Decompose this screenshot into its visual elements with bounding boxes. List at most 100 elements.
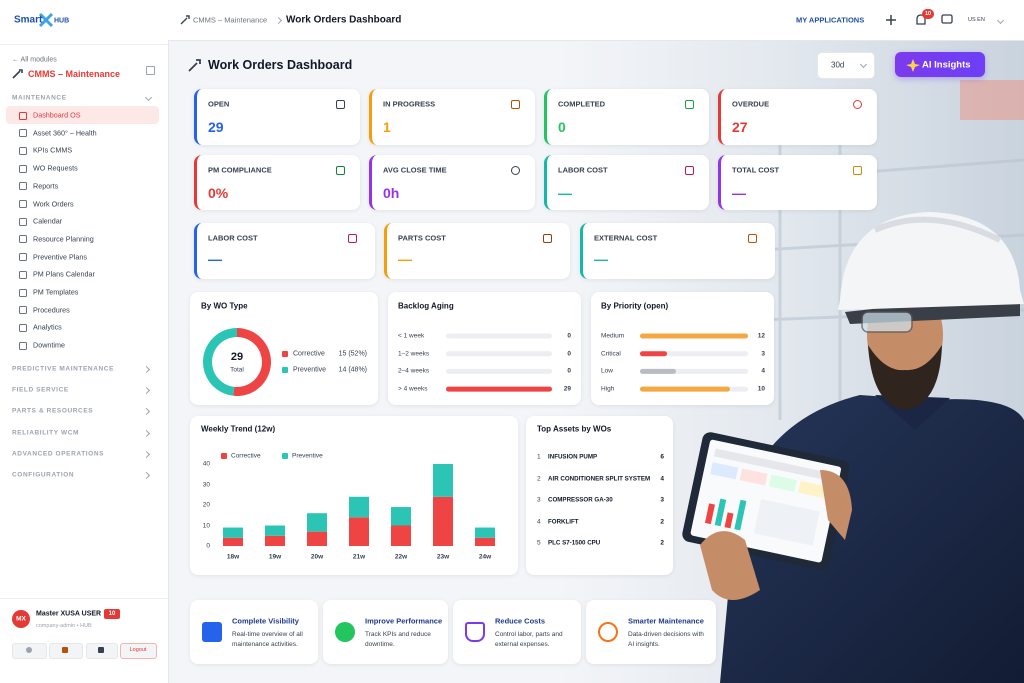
cost-value: — [208, 251, 222, 267]
nav-item[interactable]: Analytics [33, 322, 62, 332]
notification-dot [922, 9, 934, 19]
ai-button-label[interactable]: AI Insights [922, 59, 971, 71]
x-tick-label: 18w [226, 553, 240, 561]
nav-item[interactable]: WO Requests [33, 163, 78, 173]
bar-value: 29 [563, 385, 571, 393]
nav-group[interactable]: ADVANCED OPERATIONS [12, 450, 105, 458]
breadcrumb-page: Work Orders Dashboard [286, 14, 402, 26]
topbar [168, 0, 1024, 41]
bar-label: 2–4 weeks [398, 367, 430, 375]
panel-title: Top Assets by WOs [537, 424, 612, 434]
nav-item[interactable]: Calendar [33, 216, 63, 226]
nav-icon [19, 288, 27, 297]
feature-title: Improve Performance [365, 616, 443, 626]
kpi-icon [685, 166, 694, 175]
nav-icon [19, 323, 27, 332]
logo-suffix: HUB [54, 17, 70, 25]
feature-title: Complete Visibility [232, 616, 299, 626]
nav-icon [19, 129, 27, 138]
bar-label: > 4 weeks [398, 385, 428, 393]
feature-text: Data-driven decisions with AI insights. [628, 631, 704, 648]
y-tick-label: 40 [202, 460, 210, 468]
kpi-icon [748, 234, 757, 243]
bar-label: Critical [601, 350, 621, 358]
asset-name: PLC S7-1500 CPU [548, 539, 601, 547]
kpi-card [369, 155, 535, 210]
kpi-card [718, 89, 877, 145]
range-value[interactable]: 30d [831, 60, 845, 70]
nav-item[interactable]: PM Templates [33, 287, 79, 297]
nav-item[interactable]: Reports [33, 181, 59, 191]
bar-label: Low [601, 367, 613, 375]
nav-item[interactable]: Resource Planning [33, 234, 94, 244]
asset-count: 2 [660, 518, 664, 525]
kpi-icon [685, 100, 694, 109]
bar-panel [591, 292, 774, 405]
kpi-icon [336, 166, 345, 175]
kpi-card [194, 155, 360, 210]
kpi-value: 27 [732, 119, 748, 135]
kpi-icon [853, 166, 862, 175]
nav-icon [19, 270, 27, 279]
bar-value: 0 [567, 350, 571, 358]
asset-count: 4 [660, 475, 664, 482]
user-button[interactable] [120, 643, 157, 659]
logout-button[interactable]: Logout [129, 647, 147, 653]
nav-group[interactable]: FIELD SERVICE [12, 386, 69, 394]
module-grid-icon [146, 66, 155, 75]
nav-item[interactable]: Work Orders [33, 199, 74, 208]
nav-item[interactable]: Procedures [33, 305, 70, 315]
asset-rank: 5 [537, 539, 541, 547]
kpi-value: — [558, 185, 572, 201]
nav-item[interactable]: Asset 360° – Health [33, 128, 97, 138]
nav-group[interactable]: PREDICTIVE MAINTENANCE [12, 365, 115, 373]
back-link[interactable]: ← All modules [12, 56, 57, 64]
kpi-value: — [732, 185, 746, 201]
nav-item[interactable]: Downtime [33, 340, 65, 350]
panel-title: By WO Type [201, 301, 248, 311]
user-button-icon [62, 647, 68, 653]
panel-title: Backlog Aging [398, 301, 454, 311]
y-tick-label: 20 [202, 501, 210, 509]
bar-value: 12 [757, 332, 765, 340]
kpi-icon [336, 100, 345, 109]
cost-label: LABOR COST [208, 233, 258, 243]
user-role: company-admin • HUB [36, 623, 92, 629]
assets-panel [526, 416, 673, 575]
user-button-icon [98, 647, 104, 653]
nav-item[interactable]: Dashboard OS [33, 110, 81, 120]
nav-icon [19, 341, 27, 350]
nav-item[interactable]: PM Plans Calendar [33, 269, 95, 279]
feature-icon [465, 622, 485, 642]
x-tick-label: 24w [478, 553, 492, 561]
kpi-value: 29 [208, 119, 224, 135]
avatar-initials: MX [16, 615, 26, 623]
bar-value: 0 [567, 367, 571, 375]
nav-group[interactable]: RELIABILITY WCM [12, 429, 80, 437]
asset-name: INFUSION PUMP [548, 453, 598, 461]
bar-value: 0 [567, 332, 571, 340]
donut-total-label: Total [230, 366, 244, 374]
range-select[interactable] [817, 52, 875, 79]
x-tick-label: 22w [394, 553, 408, 561]
logo: Smart [14, 14, 43, 26]
y-tick-label: 30 [202, 481, 210, 488]
kpi-icon [853, 100, 862, 109]
nav-group[interactable]: PARTS & RESOURCES [12, 407, 94, 415]
cost-card [194, 223, 375, 279]
cost-label: EXTERNAL COST [594, 233, 658, 243]
nav-group[interactable]: CONFIGURATION [12, 471, 75, 479]
asset-count: 6 [660, 453, 664, 461]
my-applications[interactable]: MY APPLICATIONS [796, 15, 865, 25]
nav-item[interactable]: KPIs CMMS [33, 145, 73, 155]
bar-label: High [601, 385, 615, 393]
language[interactable]: US EN [968, 17, 985, 23]
feature-card [453, 600, 581, 664]
kpi-icon [348, 234, 357, 243]
breadcrumb[interactable]: CMMS – Maintenance [193, 15, 268, 25]
x-tick-label: 19w [268, 553, 282, 561]
nav-item[interactable]: Preventive Plans [33, 252, 87, 262]
legend-label: Corrective [293, 350, 325, 358]
